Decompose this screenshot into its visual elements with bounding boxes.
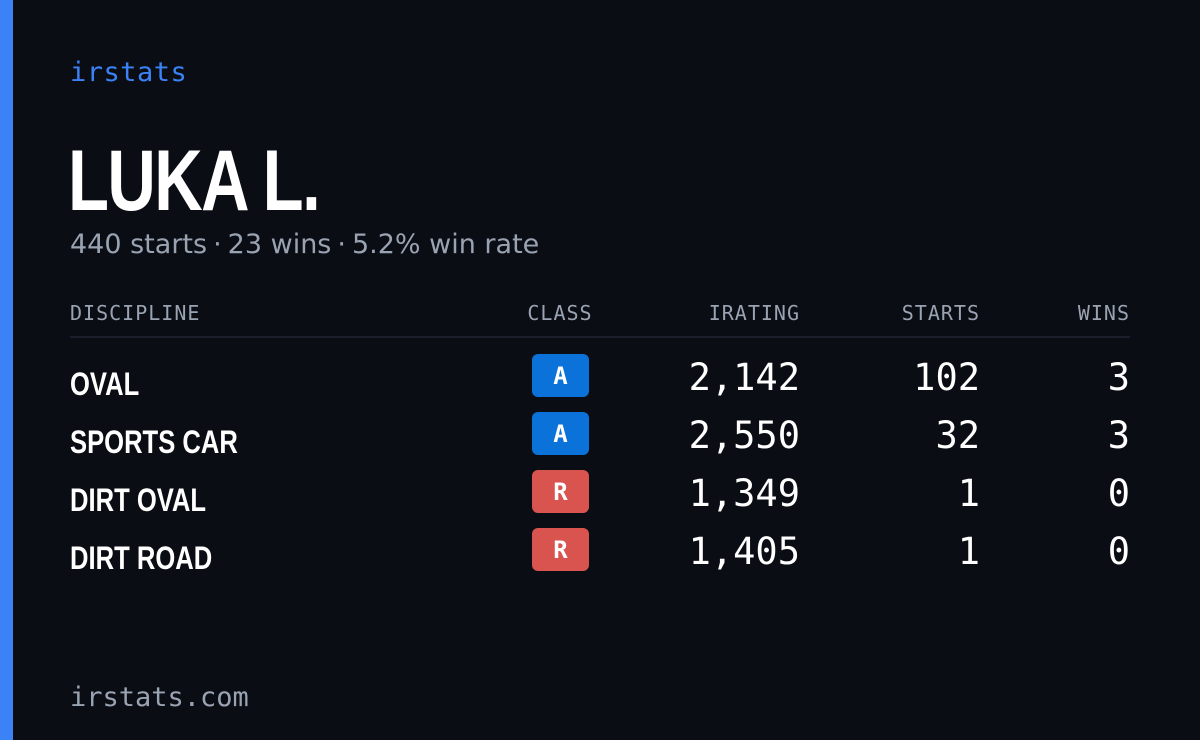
class-badge: R: [532, 470, 589, 513]
irating-value: 2,142: [688, 356, 800, 399]
discipline-label: SPORTS CAR: [70, 424, 238, 460]
discipline-label: DIRT ROAD: [70, 540, 213, 576]
footer-url[interactable]: irstats.com: [70, 682, 249, 713]
summary-separator: ·: [213, 229, 222, 260]
starts-value: 1: [957, 530, 980, 573]
driver-name: LUKA L.: [68, 133, 321, 229]
header-wins: WINS: [1077, 301, 1130, 325]
wins-summary: 23 wins: [227, 229, 332, 260]
header-starts: STARTS: [901, 301, 980, 325]
discipline-label: OVAL: [70, 366, 140, 402]
starts-summary: 440 starts: [70, 229, 208, 260]
discipline-label: DIRT OVAL: [70, 482, 207, 518]
table-row-sports-car: SPORTS CAR A 2,550 32 3: [0, 412, 1200, 470]
header-irating: IRATING: [708, 301, 800, 325]
starts-value: 32: [935, 414, 980, 457]
brand-logo-text[interactable]: irstats: [70, 57, 188, 88]
driver-summary: 440 starts · 23 wins · 5.2% win rate: [70, 228, 539, 262]
table-row-dirt-road: DIRT ROAD R 1,405 1 0: [0, 528, 1200, 586]
header-discipline: DISCIPLINE: [70, 301, 201, 325]
class-badge: A: [532, 412, 589, 455]
header-class: CLASS: [527, 301, 593, 325]
wins-value: 3: [1107, 414, 1130, 457]
starts-value: 1: [957, 472, 980, 515]
wins-value: 0: [1107, 472, 1130, 515]
summary-separator: ·: [337, 229, 346, 260]
irating-value: 2,550: [688, 414, 800, 457]
class-badge: A: [532, 354, 589, 397]
irating-value: 1,349: [688, 472, 800, 515]
wins-value: 0: [1107, 530, 1130, 573]
class-badge: R: [532, 528, 589, 571]
table-row-oval: OVAL A 2,142 102 3: [0, 354, 1200, 412]
starts-value: 102: [913, 356, 980, 399]
irating-value: 1,405: [688, 530, 800, 573]
winrate-summary: 5.2% win rate: [351, 229, 540, 260]
header-divider: [70, 336, 1130, 338]
accent-bar: [0, 0, 13, 740]
wins-value: 3: [1107, 356, 1130, 399]
table-row-dirt-oval: DIRT OVAL R 1,349 1 0: [0, 470, 1200, 528]
